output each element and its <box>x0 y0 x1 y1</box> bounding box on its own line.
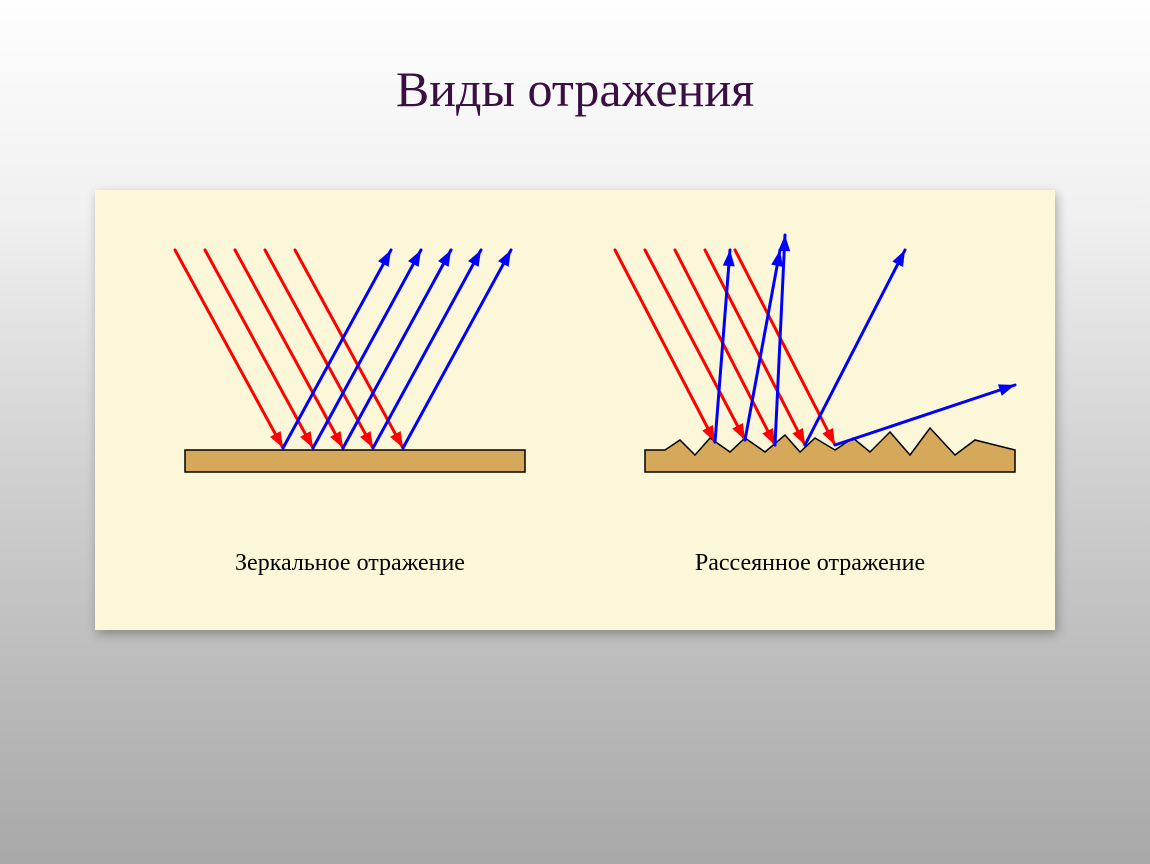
diagram-panel: Зеркальное отражение Рассеянное отражени… <box>95 190 1055 630</box>
specular-caption: Зеркальное отражение <box>135 550 565 577</box>
diffuse-caption: Рассеянное отражение <box>595 550 1025 577</box>
specular-svg <box>135 220 565 530</box>
diffuse-diagram <box>595 220 1025 530</box>
specular-diagram <box>135 220 565 530</box>
slide-title: Виды отражения <box>0 60 1150 118</box>
diffuse-svg <box>595 220 1025 530</box>
slide-page: Виды отражения Зеркальное отражение Расс… <box>0 0 1150 864</box>
